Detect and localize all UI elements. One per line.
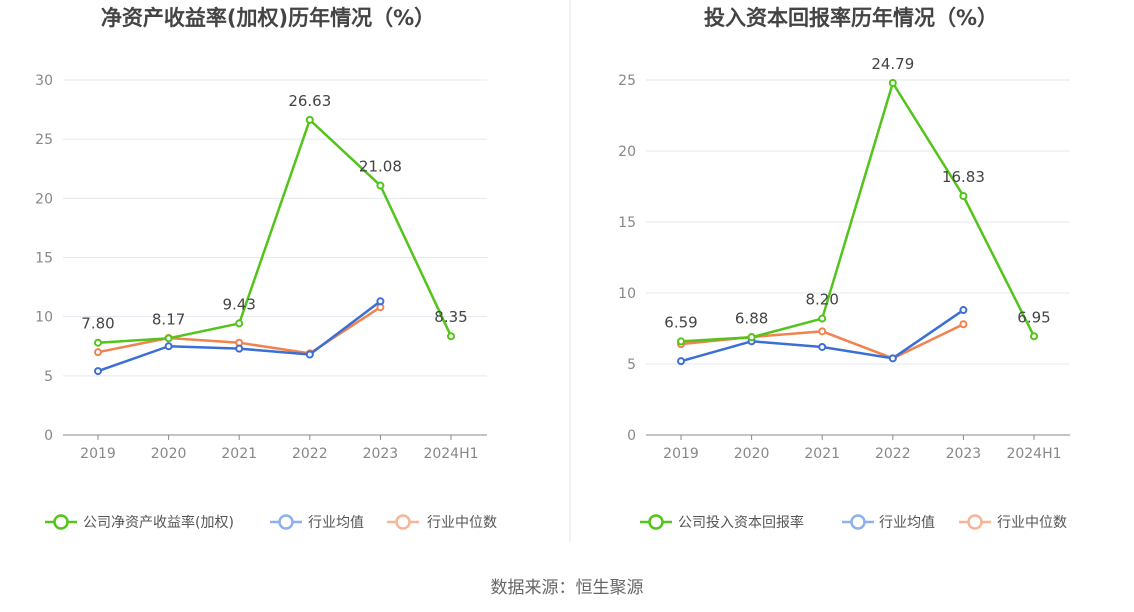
- y-tick-label: 20: [35, 191, 53, 207]
- y-tick-label: 10: [618, 286, 636, 302]
- legend-label: 行业中位数: [997, 515, 1067, 531]
- data-point: [94, 338, 102, 347]
- x-tick-label: 2022: [875, 446, 911, 462]
- data-point: [94, 367, 102, 376]
- y-tick-label: 20: [618, 144, 636, 160]
- y-tick-label: 10: [35, 310, 53, 326]
- data-point: [959, 320, 968, 329]
- x-tick-label: 2019: [80, 446, 116, 462]
- data-label: 24.79: [871, 55, 914, 73]
- data-point: [818, 314, 827, 323]
- data-label: 8.20: [805, 291, 838, 309]
- data-point: [305, 350, 314, 359]
- data-point: [305, 115, 314, 124]
- x-tick-label: 2021: [804, 446, 840, 462]
- data-label: 8.35: [434, 308, 467, 326]
- data-point: [1030, 332, 1038, 341]
- data-label: 21.08: [359, 158, 402, 176]
- data-point: [376, 181, 385, 190]
- legend-label: 行业均值: [879, 515, 935, 531]
- x-tick-label: 2020: [151, 446, 187, 462]
- data-point: [888, 78, 897, 87]
- data-point: [376, 297, 385, 306]
- y-tick-label: 30: [35, 73, 53, 89]
- data-point: [818, 342, 827, 351]
- data-point: [818, 327, 827, 336]
- data-label: 6.88: [735, 309, 768, 327]
- data-source-note: 数据来源：恒生聚源: [490, 578, 644, 598]
- legend-marker: [278, 514, 294, 530]
- y-tick-label: 5: [627, 357, 636, 373]
- legend-label: 行业均值: [308, 515, 364, 531]
- series-line: [680, 81, 1036, 343]
- legend-marker: [395, 514, 411, 530]
- legend-marker: [648, 514, 664, 530]
- data-label: 8.17: [152, 310, 185, 328]
- x-tick-label: 2021: [221, 446, 257, 462]
- chart-title: 投入资本回报率历年情况（%）: [704, 6, 998, 30]
- data-point: [235, 319, 244, 328]
- roe-chart: 净资产收益率(加权)历年情况（%） 0 5 10 15 20 25 30 2019 2020 202…: [35, 6, 497, 531]
- data-label: 7.80: [81, 315, 114, 333]
- x-tick-label: 2024H1: [423, 446, 478, 462]
- legend-label: 公司净资产收益率(加权): [83, 514, 234, 531]
- data-point: [164, 342, 173, 351]
- legend-marker: [967, 514, 983, 530]
- data-point: [235, 344, 244, 353]
- data-label: 6.95: [1017, 308, 1050, 326]
- data-point: [447, 332, 455, 341]
- data-point: [677, 357, 685, 366]
- x-tick-label: 2023: [363, 446, 399, 462]
- data-point: [677, 337, 685, 346]
- data-label: 6.59: [664, 313, 697, 331]
- data-point: [747, 333, 756, 342]
- legend-marker: [53, 514, 69, 530]
- data-point: [888, 354, 897, 363]
- data-label: 9.43: [222, 295, 255, 313]
- x-tick-label: 2024H1: [1006, 446, 1061, 462]
- legend-marker: [850, 514, 866, 530]
- legend-label: 公司投入资本回报率: [678, 514, 804, 531]
- y-tick-label: 0: [44, 428, 53, 444]
- y-tick-label: 25: [35, 132, 53, 148]
- y-tick-label: 15: [35, 251, 53, 267]
- data-label: 16.83: [942, 168, 985, 186]
- x-tick-label: 2020: [734, 446, 770, 462]
- roic-chart: 投入资本回报率历年情况（%） 0 5 10 15 20 25 2019 2020 2021 2022…: [618, 6, 1070, 531]
- data-point: [94, 348, 102, 357]
- data-label: 26.63: [288, 92, 331, 110]
- x-tick-label: 2019: [663, 446, 699, 462]
- data-point: [959, 192, 968, 201]
- y-tick-label: 25: [618, 73, 636, 89]
- data-point: [959, 306, 968, 315]
- x-tick-label: 2023: [946, 446, 982, 462]
- y-tick-label: 0: [627, 428, 636, 444]
- chart-title: 净资产收益率(加权)历年情况（%）: [101, 6, 435, 30]
- y-tick-label: 5: [44, 369, 53, 385]
- series-line: [97, 118, 453, 344]
- data-point: [164, 334, 173, 343]
- legend-label: 行业中位数: [427, 515, 497, 531]
- x-tick-label: 2022: [292, 446, 328, 462]
- y-tick-label: 15: [618, 215, 636, 231]
